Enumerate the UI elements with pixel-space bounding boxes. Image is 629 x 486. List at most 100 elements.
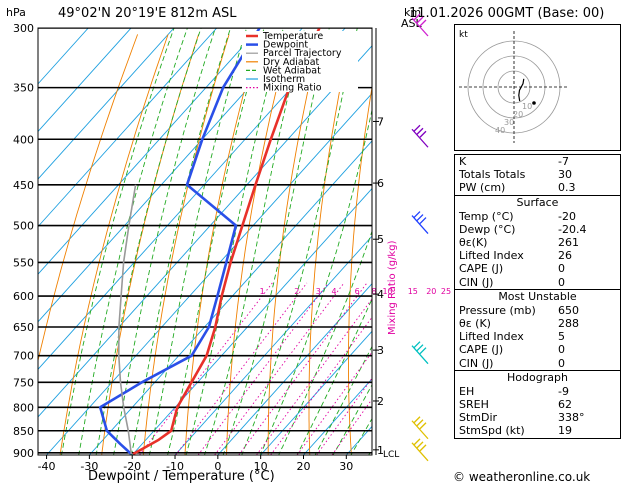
- most-unstable-row: CIN (J) 0: [455, 357, 620, 370]
- surface-value: 0: [558, 262, 565, 276]
- surface-value: 0: [558, 275, 565, 289]
- mixing-ratio-tick-label: 8: [372, 287, 377, 296]
- mixing-ratio-line: [238, 282, 368, 455]
- isotherm-line: [46, 92, 372, 455]
- hodograph-stat-value: 19: [558, 424, 572, 438]
- temp-tick-label: 30: [339, 460, 353, 473]
- surface-label: CAPE (J): [459, 262, 504, 276]
- temp-tick-label: -10: [166, 460, 184, 473]
- barb-staff: [411, 442, 429, 462]
- isotherm-line: [303, 378, 372, 455]
- hodograph-stat-row: StmSpd (kt) 19: [455, 424, 620, 437]
- legend-background: [242, 31, 358, 92]
- isotherm-line: [89, 140, 372, 455]
- barb-flag: [413, 211, 421, 219]
- surface-row: CIN (J) 0: [455, 276, 620, 289]
- mixing-ratio-tick-label: 4: [332, 287, 337, 296]
- most-unstable-row: θε (K) 288: [455, 317, 620, 330]
- surface-label: θε(K): [459, 236, 488, 250]
- barb-flag: [419, 444, 427, 452]
- dewpoint-line: [98, 28, 261, 455]
- surface-value: -20.4: [558, 222, 587, 236]
- plot-frame: [37, 27, 373, 456]
- most-unstable-label: Lifted Index: [459, 330, 524, 344]
- barb-flag: [416, 214, 424, 222]
- most-unstable-value: 5: [558, 330, 565, 344]
- legend-label: Temperature: [262, 31, 323, 42]
- mixing-ratio-line: [139, 282, 273, 455]
- surface-row: Lifted Index 26: [455, 249, 620, 262]
- isotherm-line: [217, 283, 372, 455]
- hpa-unit-label: hPa: [6, 6, 26, 19]
- pressure-tick-label: 350: [13, 82, 34, 95]
- hodograph-stat-row: EH -9: [455, 385, 620, 398]
- index-value: -7: [558, 155, 569, 168]
- wet-adiabat-line: [130, 28, 231, 455]
- hodograph-stat-label: StmDir: [459, 411, 498, 425]
- dry-adiabat-line: [424, 34, 443, 455]
- most-unstable-value: 0: [558, 356, 565, 370]
- most-unstable-label: CAPE (J): [459, 343, 504, 357]
- wet-adiabat-line: [148, 28, 248, 455]
- wet-adiabat-line: [61, 28, 175, 455]
- mixing-ratio-tick-label: 6: [355, 287, 360, 296]
- barb-flag: [416, 419, 424, 427]
- wet-adiabat-line: [78, 28, 188, 455]
- hodograph-trace: [518, 78, 525, 102]
- barb-flag: [413, 124, 421, 132]
- km-tick-label: 4: [377, 288, 384, 301]
- dry-adiabat-line: [142, 34, 230, 455]
- wet-adiabat-line: [167, 28, 265, 455]
- index-label: Totals Totals: [459, 168, 526, 182]
- index-label: K: [459, 155, 467, 168]
- wet-adiabat-line: [296, 297, 372, 455]
- mixing-ratio-tick-label: 20: [426, 287, 436, 296]
- dry-adiabat-line: [308, 34, 352, 455]
- barb-staff: [411, 215, 429, 234]
- index-value: 0.3: [558, 181, 576, 195]
- pressure-tick-label: 500: [13, 220, 34, 233]
- hodograph-stat-value: 62: [558, 398, 572, 412]
- temperature-line: [132, 28, 321, 455]
- wet-adiabat-line: [314, 345, 372, 455]
- isotherm-line: [131, 187, 372, 455]
- barb-flag: [413, 13, 421, 21]
- barb-flag: [416, 441, 424, 449]
- surface-title: Surface: [516, 195, 559, 209]
- most-unstable-label: CIN (J): [459, 356, 494, 370]
- wet-adiabat-line: [278, 230, 372, 455]
- barb-flag: [416, 127, 424, 135]
- most-unstable-value: 0: [558, 343, 565, 357]
- wet-adiabat-line: [95, 28, 202, 455]
- barb-staff: [411, 17, 429, 37]
- footer-copyright: © weatheronline.co.uk: [453, 470, 591, 484]
- temp-tick-label: -30: [80, 460, 98, 473]
- isotherm-line: [174, 235, 372, 455]
- indices-panel: K -7 Totals Totals 30 PW (cm) 0.3 Surface Tem…: [454, 154, 621, 439]
- barb-flag: [419, 422, 427, 430]
- mixing-ratio-line: [316, 377, 372, 455]
- most-unstable-value: 288: [558, 317, 579, 331]
- pressure-tick-label: 300: [13, 22, 34, 35]
- lcl-label: LCL: [383, 450, 399, 460]
- surface-label: Temp (°C): [459, 209, 514, 223]
- wind-barb-icon: [411, 13, 429, 37]
- dry-adiabat-line: [267, 34, 322, 455]
- surface-row: CAPE (J) 0: [455, 262, 620, 275]
- wind-barb-icon: [411, 341, 429, 365]
- barb-flag: [419, 347, 427, 355]
- location-title: 49°02'N 20°19'E 812m ASL: [58, 6, 237, 21]
- temp-tick-label: 20: [296, 460, 310, 473]
- barb-flag: [413, 438, 421, 446]
- wet-adiabat-line: [259, 107, 372, 455]
- temp-tick-label: -20: [123, 460, 141, 473]
- legend-label: Isotherm: [263, 74, 305, 85]
- km-tick-label: 7: [377, 115, 384, 128]
- dry-adiabat-line: [625, 34, 629, 455]
- hodograph-stat-row: StmDir 338°: [455, 411, 620, 424]
- most-unstable-label: θε (K): [459, 317, 491, 331]
- wind-barb-icon: [411, 211, 429, 234]
- pressure-tick-label: 550: [13, 256, 34, 269]
